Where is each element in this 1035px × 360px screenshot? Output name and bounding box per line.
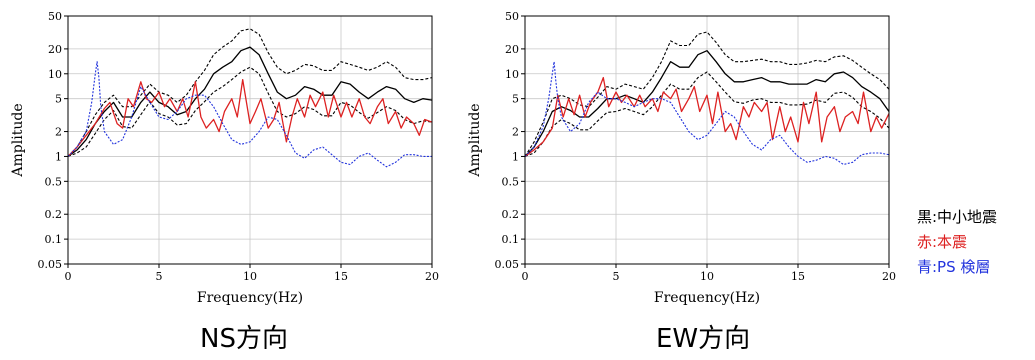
ns-y-tick-label: 0.1 bbox=[45, 233, 63, 246]
ns-y-tick-label: 1 bbox=[55, 150, 62, 163]
ew-x-tick-label: 20 bbox=[882, 270, 896, 283]
ns-y-tick-label: 0.05 bbox=[38, 258, 63, 271]
ns-chart: 0 5 10 15 20 0.05 0.1 0.2 0.5 1 2 5 10 20 50 Frequency(… bbox=[10, 10, 439, 306]
ew-chart: 0 5 10 15 20 0.05 0.1 0.2 0.5 1 2 5 10 20 50 Frequency(… bbox=[467, 10, 896, 306]
ew-y-tick-label: 1 bbox=[512, 150, 519, 163]
ns-series-2 bbox=[67, 66, 433, 157]
ew-x-tick-label: 15 bbox=[791, 270, 805, 283]
legend: 黒:中小地震 赤:本震 青:PS 検層 bbox=[917, 205, 997, 280]
ew-y-tick-label: 20 bbox=[505, 43, 519, 56]
ns-series-0 bbox=[67, 46, 433, 157]
ew-x-tick-label: 5 bbox=[613, 270, 620, 283]
ew-y-tick-label: 50 bbox=[505, 10, 519, 23]
ew-x-tick-label: 0 bbox=[522, 270, 529, 283]
ns-x-tick-label: 0 bbox=[65, 270, 72, 283]
legend-item-black: 黒:中小地震 bbox=[917, 208, 998, 226]
ns-x-tick-label: 10 bbox=[243, 270, 257, 283]
ew-series-4 bbox=[524, 61, 890, 166]
ns-caption: NS方向 bbox=[200, 324, 288, 354]
ew-series-2 bbox=[524, 71, 890, 157]
ns-y-tick-label: 20 bbox=[48, 43, 62, 56]
ns-y-tick-label: 10 bbox=[48, 68, 62, 81]
ns-y-axis-label: Amplitude bbox=[10, 103, 26, 177]
legend-item-red: 赤:本震 bbox=[917, 233, 968, 251]
ew-y-tick-label: 2 bbox=[512, 126, 519, 139]
ew-caption: EW方向 bbox=[656, 324, 751, 354]
ns-x-tick-label: 20 bbox=[425, 270, 439, 283]
ew-y-axis-label: Amplitude bbox=[467, 103, 483, 177]
ew-y-tick-label: 5 bbox=[512, 93, 519, 106]
ew-y-tick-label: 0.05 bbox=[495, 258, 520, 271]
ew-x-tick-label: 10 bbox=[700, 270, 714, 283]
ew-x-axis-label: Frequency(Hz) bbox=[654, 290, 760, 306]
ew-y-tick-label: 0.5 bbox=[502, 175, 520, 188]
ns-series-1 bbox=[67, 28, 433, 157]
ns-y-tick-label: 2 bbox=[55, 126, 62, 139]
legend-item-blue: 青:PS 検層 bbox=[917, 258, 991, 276]
ew-series-3 bbox=[524, 76, 890, 157]
ns-x-tick-label: 5 bbox=[156, 270, 163, 283]
ew-y-tick-label: 0.1 bbox=[502, 233, 520, 246]
ew-y-tick-label: 10 bbox=[505, 68, 519, 81]
ns-x-axis-label: Frequency(Hz) bbox=[197, 290, 303, 306]
ns-x-tick-label: 15 bbox=[334, 270, 348, 283]
ns-y-tick-label: 0.2 bbox=[45, 208, 63, 221]
ew-y-tick-label: 0.2 bbox=[502, 208, 520, 221]
ns-y-tick-label: 0.5 bbox=[45, 175, 63, 188]
ns-y-tick-label: 50 bbox=[48, 10, 62, 23]
ns-series-3 bbox=[67, 78, 433, 157]
ns-series-4 bbox=[67, 61, 432, 168]
ew-series-1 bbox=[524, 31, 890, 157]
ns-y-tick-label: 5 bbox=[55, 93, 62, 106]
